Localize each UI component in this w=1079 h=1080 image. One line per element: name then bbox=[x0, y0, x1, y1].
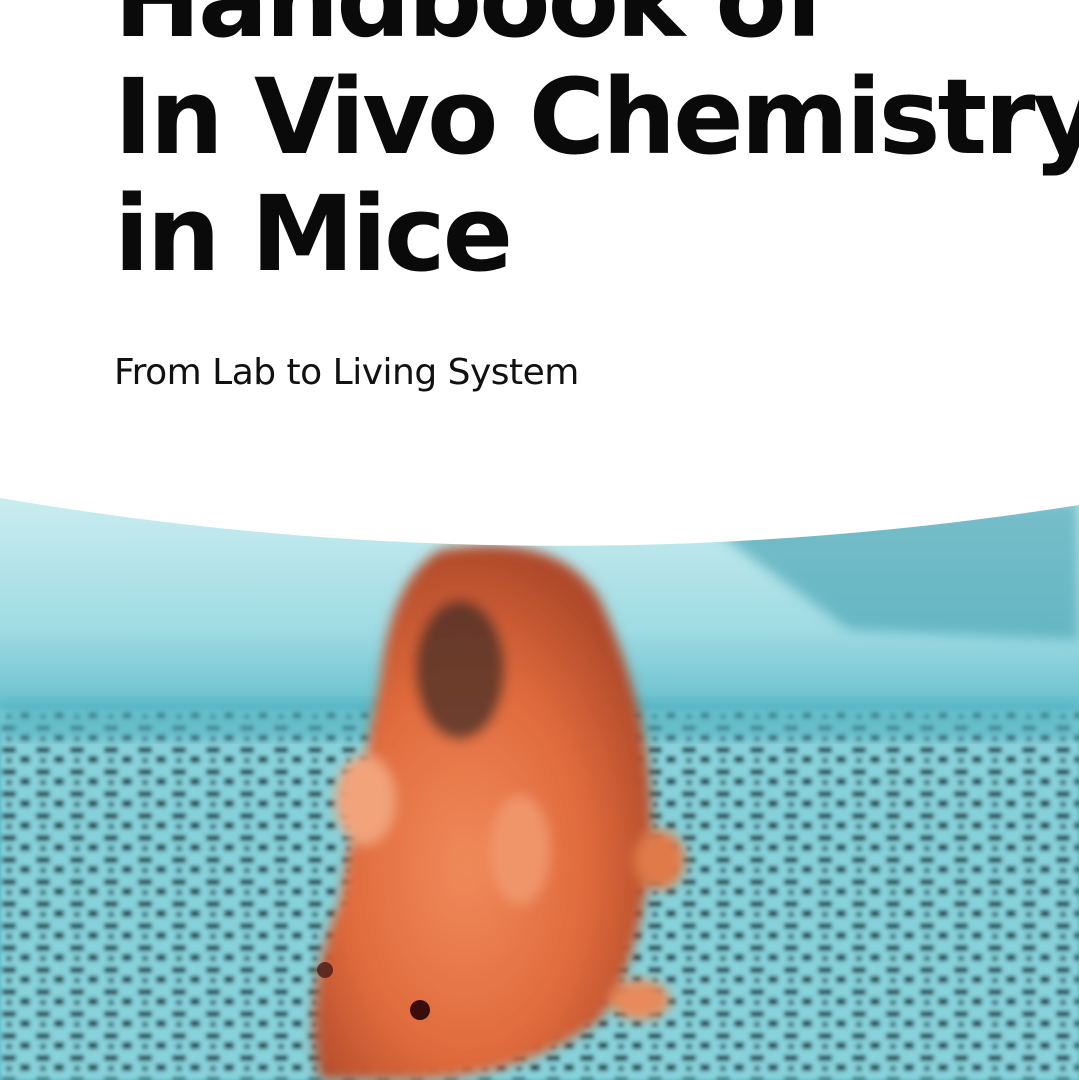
title-line-2: In Vivo Chemistry bbox=[114, 56, 1079, 178]
cover-photo bbox=[0, 498, 1079, 1080]
title-line-3: in Mice bbox=[114, 173, 513, 295]
book-title: Handbook of In Vivo Chemistry in Mice bbox=[114, 0, 1079, 293]
title-line-1: Handbook of bbox=[114, 0, 829, 61]
mouse bbox=[313, 545, 685, 1080]
book-subtitle: From Lab to Living System bbox=[114, 352, 579, 393]
